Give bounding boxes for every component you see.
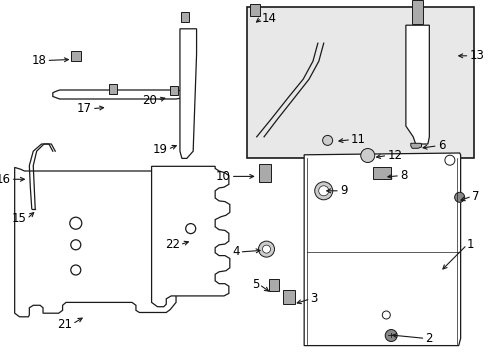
Bar	[246, 7, 473, 158]
Text: 2: 2	[425, 332, 432, 345]
Bar	[282, 290, 294, 304]
Bar	[25, 173, 33, 183]
Polygon shape	[15, 167, 177, 317]
Text: 13: 13	[468, 49, 483, 62]
Text: 15: 15	[12, 212, 27, 225]
Bar	[108, 84, 116, 94]
Text: 19: 19	[152, 143, 167, 156]
Text: 10: 10	[216, 170, 230, 183]
Bar	[71, 51, 81, 61]
Circle shape	[314, 182, 332, 200]
Circle shape	[318, 186, 328, 196]
Text: 7: 7	[471, 190, 478, 203]
Circle shape	[262, 245, 270, 253]
Circle shape	[454, 192, 464, 202]
Bar	[181, 12, 188, 22]
Circle shape	[385, 329, 396, 342]
Text: 3: 3	[310, 292, 317, 305]
Text: 21: 21	[57, 318, 72, 330]
Circle shape	[322, 135, 332, 145]
Text: 12: 12	[386, 149, 402, 162]
Text: 8: 8	[399, 169, 407, 182]
Text: 6: 6	[437, 139, 444, 152]
Bar	[411, 0, 422, 24]
Polygon shape	[304, 153, 460, 346]
Text: 16: 16	[0, 173, 11, 186]
Circle shape	[258, 241, 274, 257]
Bar	[170, 86, 178, 95]
Bar	[259, 164, 271, 182]
Text: 1: 1	[466, 238, 473, 251]
Bar	[372, 167, 390, 179]
Text: 20: 20	[142, 94, 157, 107]
Text: 5: 5	[251, 278, 259, 291]
Polygon shape	[405, 25, 428, 144]
Text: 11: 11	[350, 133, 366, 146]
Text: 9: 9	[339, 184, 346, 197]
Text: 4: 4	[232, 246, 239, 258]
Circle shape	[360, 149, 374, 162]
Text: 14: 14	[261, 12, 276, 24]
Polygon shape	[180, 29, 196, 158]
Polygon shape	[151, 166, 229, 307]
Bar	[250, 4, 260, 16]
Polygon shape	[410, 143, 421, 148]
Text: 22: 22	[164, 238, 180, 251]
Bar	[268, 279, 278, 291]
Text: 18: 18	[32, 54, 46, 67]
Text: 17: 17	[77, 102, 92, 115]
Bar	[29, 206, 37, 214]
Polygon shape	[53, 90, 188, 99]
